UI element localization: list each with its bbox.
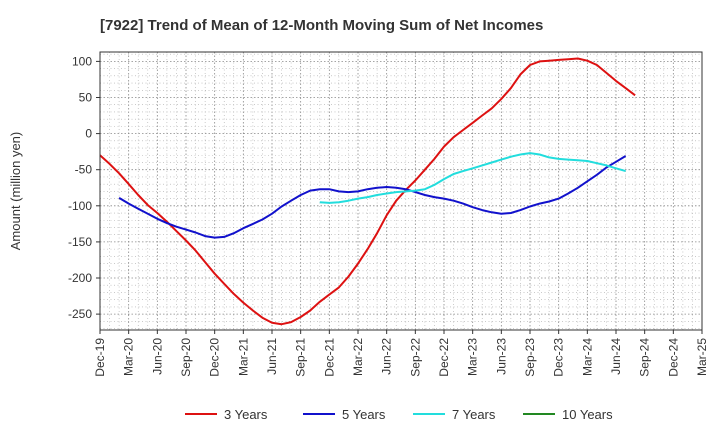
x-tick-label: Sep-24 [638,338,652,377]
x-tick-label: Mar-20 [122,338,136,376]
x-tick-label: Dec-19 [93,338,107,377]
x-tick-label: Jun-20 [150,338,164,375]
chart-title: [7922] Trend of Mean of 12-Month Moving … [100,17,543,34]
plot-frame [99,51,703,331]
legend-label: 7 Years [452,407,496,422]
legend: 3 Years 5 Years 7 Years 10 Years [185,407,613,422]
grid [99,52,703,330]
x-tick-label: Jun-24 [609,338,623,375]
y-tick-label: -150 [68,235,92,249]
y-tick-label: 100 [72,54,92,68]
x-tick-label: Dec-20 [208,338,222,377]
x-axis-ticks: Dec-19 Mar-20 Jun-20 Sep-20 Dec-20 Mar-21 Jun-… [93,330,709,377]
series-line-5-years [118,155,627,239]
x-tick-label: Dec-24 [666,338,680,377]
x-tick-label: Jun-22 [380,338,394,375]
x-tick-label: Dec-21 [322,338,336,377]
x-tick-label: Mar-24 [580,338,594,376]
x-tick-label: Sep-22 [408,338,422,377]
x-tick-label: Mar-23 [466,338,480,376]
y-tick-label: 0 [85,127,92,141]
y-tick-label: 50 [79,90,93,104]
legend-label: 10 Years [562,407,613,422]
series-line-3-years [99,57,636,326]
series-lines [99,57,636,326]
x-tick-label: Jun-21 [265,338,279,375]
x-tick-label: Sep-21 [294,338,308,377]
x-tick-label: Dec-22 [437,338,451,377]
x-tick-label: Mar-22 [351,338,365,376]
x-tick-label: Dec-23 [552,338,566,377]
legend-label: 3 Years [224,407,268,422]
series-line-7-years [319,152,626,204]
x-tick-label: Sep-20 [179,338,193,377]
y-tick-label: -50 [75,163,93,177]
legend-label: 5 Years [342,407,386,422]
y-tick-label: -100 [68,199,92,213]
y-axis-ticks: 100 50 0 -50 -100 -150 -200 -250 [68,54,100,321]
y-tick-label: -250 [68,307,92,321]
x-tick-label: Jun-23 [494,338,508,375]
x-tick-label: Sep-23 [523,338,537,377]
x-tick-label: Mar-21 [236,338,250,376]
y-tick-label: -200 [68,271,92,285]
x-tick-label: Mar-25 [695,338,709,376]
y-axis-label: Amount (million yen) [8,132,23,251]
